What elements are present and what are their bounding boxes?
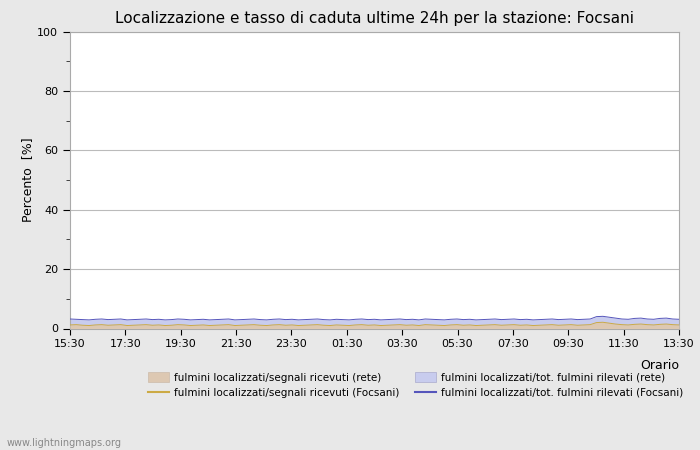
Legend: fulmini localizzati/segnali ricevuti (rete), fulmini localizzati/segnali ricevut: fulmini localizzati/segnali ricevuti (re…	[148, 372, 684, 398]
Y-axis label: Percento  [%]: Percento [%]	[22, 138, 34, 222]
Title: Localizzazione e tasso di caduta ultime 24h per la stazione: Focsani: Localizzazione e tasso di caduta ultime …	[115, 11, 634, 26]
Text: www.lightningmaps.org: www.lightningmaps.org	[7, 438, 122, 448]
Text: Orario: Orario	[640, 359, 679, 372]
